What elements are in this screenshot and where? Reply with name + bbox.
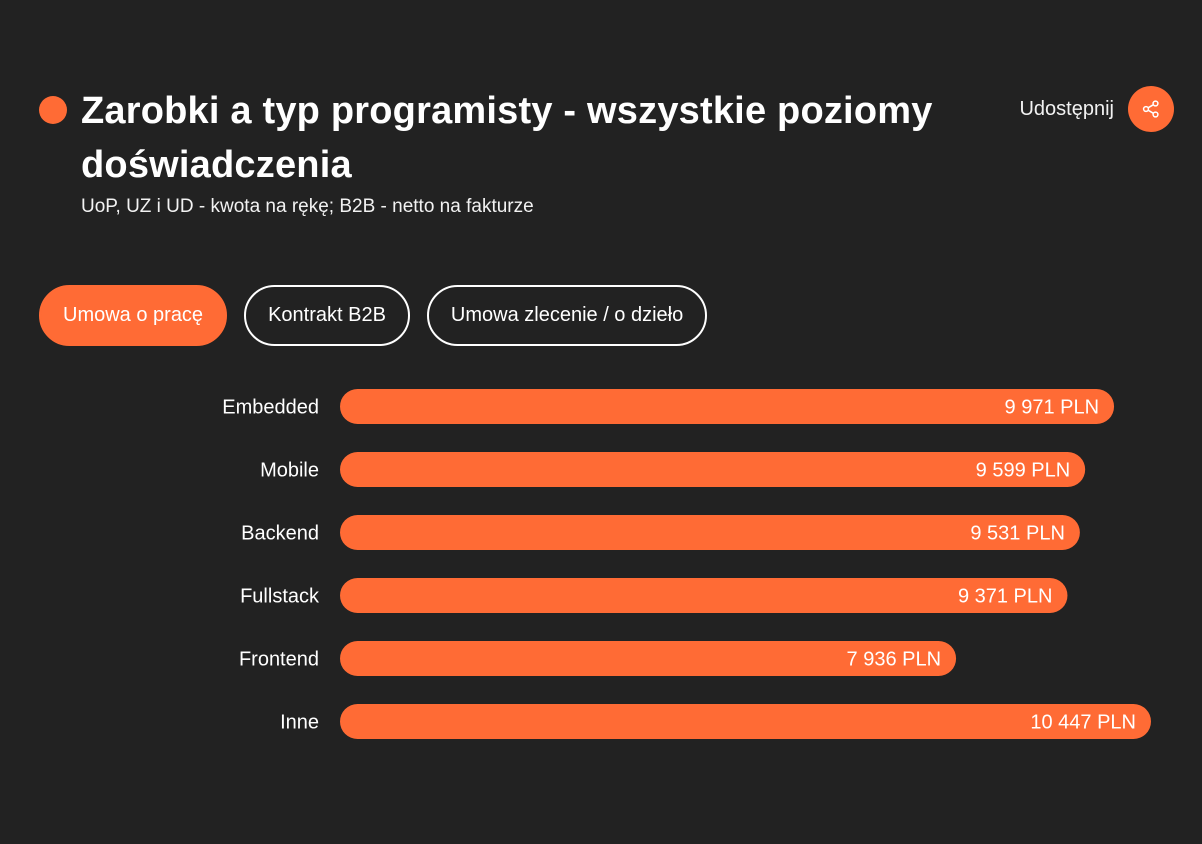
share-control[interactable]: Udostępnij [1019, 86, 1174, 132]
page-title: Zarobki a typ programisty - wszystkie po… [81, 90, 933, 186]
value-label-mobile: 9 599 PLN [976, 460, 1071, 482]
value-label-frontend: 7 936 PLN [847, 649, 942, 671]
share-label[interactable]: Udostępnij [1019, 97, 1114, 120]
category-label-frontend: Frontend [239, 649, 319, 671]
bar-embedded[interactable] [340, 389, 1115, 424]
page-subtitle: UoP, UZ i UD - kwota na rękę; B2B - nett… [81, 196, 534, 217]
category-label-embedded: Embedded [222, 397, 319, 419]
bar-mobile[interactable] [340, 452, 1086, 487]
bar-inne[interactable] [340, 704, 1151, 739]
value-label-backend: 9 531 PLN [970, 523, 1065, 545]
share-button[interactable] [1128, 86, 1174, 132]
tab-umowa-o-prace[interactable]: Umowa o pracę [39, 285, 228, 346]
bar-fullstack[interactable] [340, 578, 1068, 613]
share-icon [1142, 100, 1159, 118]
tab-umowa-zlecenie[interactable]: Umowa zlecenie / o dzieło [426, 285, 708, 346]
category-label-inne: Inne [280, 712, 319, 734]
value-label-inne: 10 447 PLN [1030, 712, 1136, 734]
value-label-embedded: 9 971 PLN [1005, 397, 1100, 419]
bar-backend[interactable] [340, 515, 1080, 550]
category-label-mobile: Mobile [260, 460, 319, 482]
category-label-fullstack: Fullstack [240, 586, 320, 608]
bar-frontend[interactable] [340, 641, 957, 676]
tab-kontrakt-b2b[interactable]: Kontrakt B2B [244, 285, 410, 346]
title-marker-dot [39, 96, 67, 124]
category-label-backend: Backend [241, 523, 319, 545]
value-label-fullstack: 9 371 PLN [958, 586, 1053, 608]
contract-type-tabs: Umowa o pracę Kontrakt B2B Umowa zleceni… [39, 285, 708, 346]
